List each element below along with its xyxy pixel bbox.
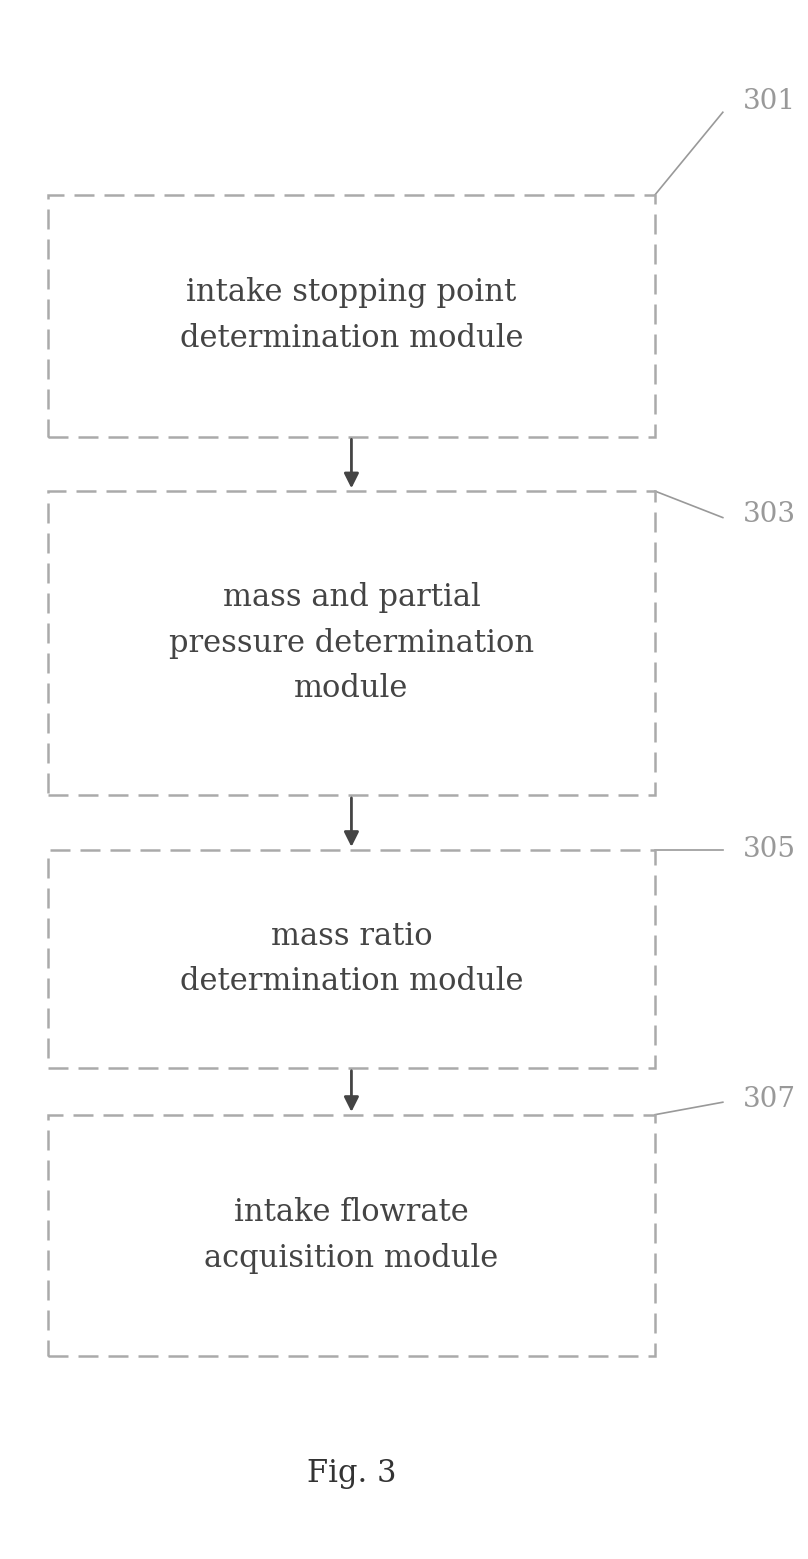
- Bar: [48, 850, 655, 1068]
- Text: 301: 301: [743, 87, 796, 115]
- Bar: [48, 195, 655, 437]
- Text: 303: 303: [743, 500, 796, 529]
- Text: intake flowrate
acquisition module: intake flowrate acquisition module: [204, 1197, 499, 1274]
- Text: mass and partial
pressure determination
module: mass and partial pressure determination …: [169, 582, 534, 705]
- Bar: [48, 1115, 655, 1356]
- Text: 307: 307: [743, 1085, 796, 1113]
- Text: Fig. 3: Fig. 3: [307, 1458, 396, 1489]
- Text: mass ratio
determination module: mass ratio determination module: [179, 920, 524, 998]
- Text: 305: 305: [743, 836, 796, 864]
- Bar: [48, 491, 655, 795]
- Text: intake stopping point
determination module: intake stopping point determination modu…: [179, 278, 524, 354]
